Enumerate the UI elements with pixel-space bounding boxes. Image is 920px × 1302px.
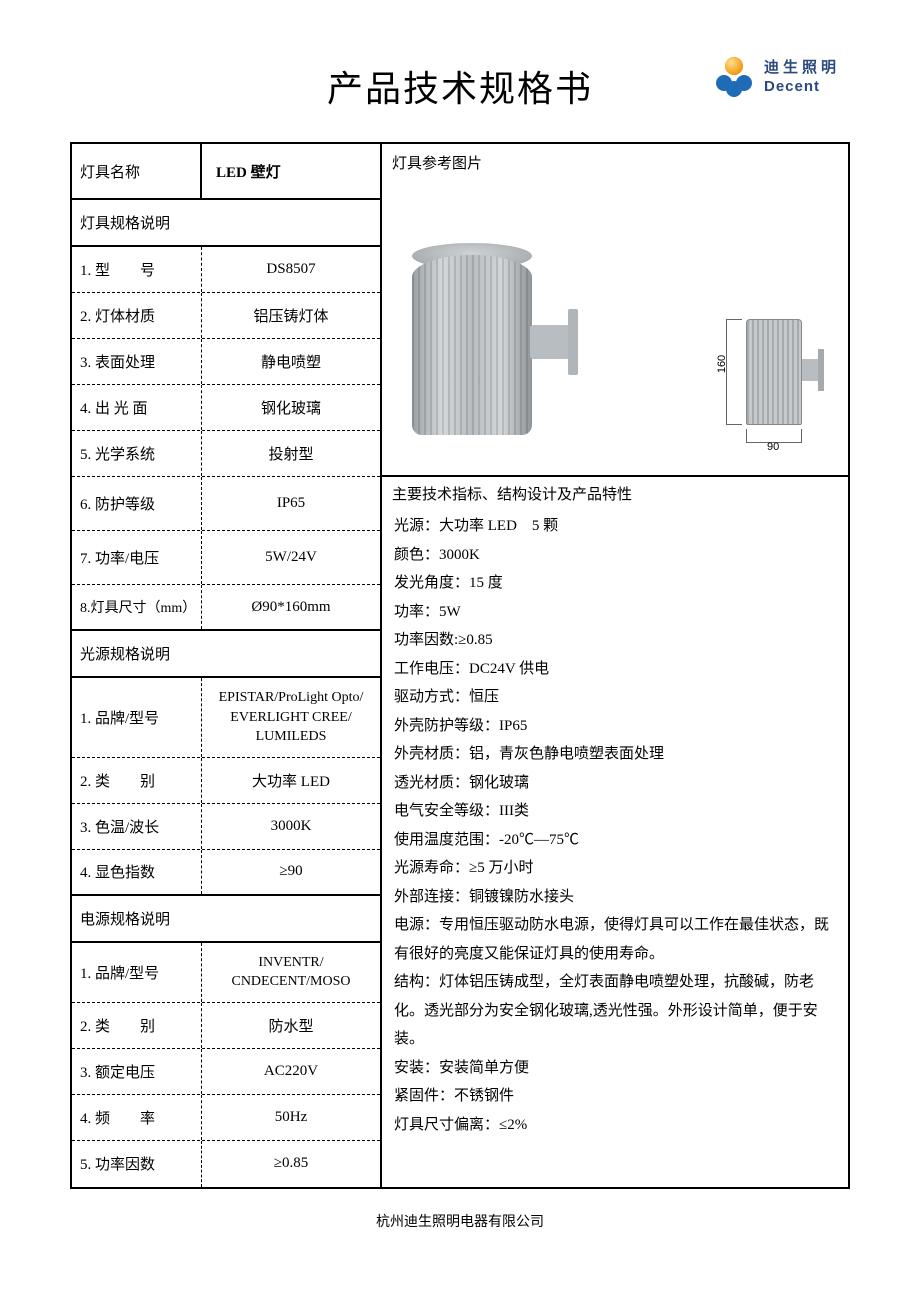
row-value: INVENTR/ CNDECENT/MOSO: [202, 943, 380, 1002]
row-value: 5W/24V: [202, 531, 380, 584]
product-name-row: 灯具名称 LED 壁灯: [72, 144, 380, 200]
table-row: 5. 光学系统投射型: [72, 431, 380, 477]
table-row: 7. 功率/电压5W/24V: [72, 531, 380, 585]
spec-line: 紧固件：不锈钢件: [394, 1082, 836, 1111]
table-row: 6. 防护等级IP65: [72, 477, 380, 531]
table-row: 4. 出 光 面钢化玻璃: [72, 385, 380, 431]
spec-line: 外壳材质：铝，青灰色静电喷塑表面处理: [394, 740, 836, 769]
table-row: 3. 表面处理静电喷塑: [72, 339, 380, 385]
row-label: 3. 额定电压: [72, 1049, 202, 1094]
spec-line: 功率因数:≥0.85: [394, 626, 836, 655]
table-row: 1. 品牌/型号EPISTAR/ProLight Opto/ EVERLIGHT…: [72, 678, 380, 758]
right-column: 灯具参考图片 160 90 主要技术指标、结构设计及产品特性 光源：大功率 LE…: [382, 144, 848, 1187]
dim-width: 90: [767, 441, 779, 453]
product-name-label: 灯具名称: [72, 144, 202, 198]
table-row: 1. 型 号DS8507: [72, 247, 380, 293]
logo-cn: 迪生照明: [764, 58, 840, 78]
row-value: AC220V: [202, 1049, 380, 1094]
row-value: 3000K: [202, 804, 380, 849]
spec-line: 透光材质：钢化玻璃: [394, 769, 836, 798]
row-value: Ø90*160mm: [202, 585, 380, 629]
table-row: 4. 频 率50Hz: [72, 1095, 380, 1141]
table-row: 8.灯具尺寸（mm）Ø90*160mm: [72, 585, 380, 631]
spec-line: 电气安全等级：III类: [394, 797, 836, 826]
row-label: 1. 型 号: [72, 247, 202, 292]
table-row: 3. 额定电压AC220V: [72, 1049, 380, 1095]
spec-table: 灯具名称 LED 壁灯 灯具规格说明 1. 型 号DS8507 2. 灯体材质铝…: [70, 142, 850, 1189]
table-row: 1. 品牌/型号INVENTR/ CNDECENT/MOSO: [72, 943, 380, 1003]
row-label: 1. 品牌/型号: [72, 678, 202, 757]
row-value: 钢化玻璃: [202, 385, 380, 430]
spec-line: 结构：灯体铝压铸成型，全灯表面静电喷塑处理，抗酸碱，防老化。透光部分为安全钢化玻…: [394, 968, 836, 1054]
row-label: 1. 品牌/型号: [72, 943, 202, 1002]
table-row: 2. 类 别大功率 LED: [72, 758, 380, 804]
logo-en: Decent: [764, 77, 840, 97]
row-value: ≥90: [202, 850, 380, 894]
spec-line: 外部连接：铜镀镍防水接头: [394, 883, 836, 912]
spec-line: 外壳防护等级：IP65: [394, 712, 836, 741]
reference-image-head: 灯具参考图片: [382, 144, 848, 177]
tech-spec-body: 光源：大功率 LED 5 颗 颜色：3000K 发光角度：15 度 功率：5W …: [382, 508, 848, 1149]
table-row: 2. 灯体材质铝压铸灯体: [72, 293, 380, 339]
power-section-head: 电源规格说明: [72, 896, 380, 943]
left-column: 灯具名称 LED 壁灯 灯具规格说明 1. 型 号DS8507 2. 灯体材质铝…: [72, 144, 382, 1187]
company-logo: 迪生照明 Decent: [712, 55, 840, 99]
table-row: 4. 显色指数≥90: [72, 850, 380, 896]
row-value: EPISTAR/ProLight Opto/ EVERLIGHT CREE/ L…: [202, 678, 380, 757]
spec-line: 功率：5W: [394, 598, 836, 627]
row-label: 5. 光学系统: [72, 431, 202, 476]
document-header: 产品技术规格书 迪生照明 Decent: [70, 60, 850, 112]
spec-line: 光源寿命：≥5 万小时: [394, 854, 836, 883]
table-row: 2. 类 别防水型: [72, 1003, 380, 1049]
row-label: 7. 功率/电压: [72, 531, 202, 584]
tech-spec-head: 主要技术指标、结构设计及产品特性: [382, 477, 848, 508]
product-image-box: 160 90: [382, 177, 848, 477]
product-name-value: LED 壁灯: [202, 144, 380, 198]
row-label: 3. 色温/波长: [72, 804, 202, 849]
row-label: 4. 显色指数: [72, 850, 202, 894]
row-label: 6. 防护等级: [72, 477, 202, 530]
logo-icon: [712, 55, 756, 99]
row-value: DS8507: [202, 247, 380, 292]
row-label: 2. 灯体材质: [72, 293, 202, 338]
product-render-icon: [412, 235, 582, 465]
row-label: 5. 功率因数: [72, 1141, 202, 1187]
row-value: 防水型: [202, 1003, 380, 1048]
light-section-head: 光源规格说明: [72, 631, 380, 678]
fixture-section-head: 灯具规格说明: [72, 200, 380, 247]
spec-line: 使用温度范围：-20℃—75℃: [394, 826, 836, 855]
row-value: ≥0.85: [202, 1141, 380, 1187]
row-label: 4. 出 光 面: [72, 385, 202, 430]
spec-line: 光源：大功率 LED 5 颗: [394, 512, 836, 541]
row-label: 8.灯具尺寸（mm）: [72, 585, 202, 629]
dim-height: 160: [716, 355, 728, 373]
row-value: 投射型: [202, 431, 380, 476]
spec-line: 驱动方式：恒压: [394, 683, 836, 712]
logo-text: 迪生照明 Decent: [764, 58, 840, 97]
dimension-drawing-icon: 160 90: [728, 319, 828, 459]
row-value: 大功率 LED: [202, 758, 380, 803]
row-label: 3. 表面处理: [72, 339, 202, 384]
row-value: 静电喷塑: [202, 339, 380, 384]
row-value: 50Hz: [202, 1095, 380, 1140]
spec-line: 发光角度：15 度: [394, 569, 836, 598]
spec-line: 颜色：3000K: [394, 541, 836, 570]
row-value: 铝压铸灯体: [202, 293, 380, 338]
row-value: IP65: [202, 477, 380, 530]
table-row: 3. 色温/波长3000K: [72, 804, 380, 850]
table-row: 5. 功率因数≥0.85: [72, 1141, 380, 1187]
spec-line: 工作电压：DC24V 供电: [394, 655, 836, 684]
footer-company: 杭州迪生照明电器有限公司: [70, 1211, 850, 1231]
spec-line: 安装：安装简单方便: [394, 1054, 836, 1083]
spec-line: 灯具尺寸偏离：≤2%: [394, 1111, 836, 1140]
row-label: 4. 频 率: [72, 1095, 202, 1140]
row-label: 2. 类 别: [72, 1003, 202, 1048]
spec-line: 电源：专用恒压驱动防水电源，使得灯具可以工作在最佳状态，既有很好的亮度又能保证灯…: [394, 911, 836, 968]
row-label: 2. 类 别: [72, 758, 202, 803]
